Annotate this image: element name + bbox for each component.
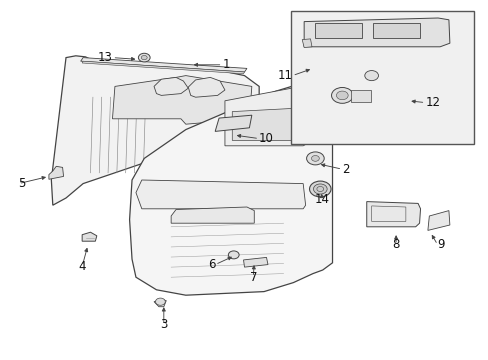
Bar bbox=[290, 11, 473, 144]
Polygon shape bbox=[366, 202, 420, 227]
Text: 1: 1 bbox=[222, 58, 229, 71]
Circle shape bbox=[311, 156, 319, 161]
Polygon shape bbox=[129, 80, 332, 295]
Polygon shape bbox=[188, 77, 224, 97]
Polygon shape bbox=[427, 211, 449, 230]
Text: 9: 9 bbox=[437, 238, 444, 251]
Polygon shape bbox=[154, 300, 166, 307]
Text: 14: 14 bbox=[314, 193, 328, 206]
Polygon shape bbox=[304, 18, 449, 47]
Text: 12: 12 bbox=[425, 96, 440, 109]
Text: 5: 5 bbox=[19, 177, 26, 190]
Text: 11: 11 bbox=[277, 69, 292, 82]
Circle shape bbox=[331, 87, 352, 103]
Polygon shape bbox=[232, 108, 300, 140]
Text: 6: 6 bbox=[207, 258, 215, 271]
Bar bbox=[372, 23, 419, 38]
Text: 3: 3 bbox=[160, 318, 167, 331]
Polygon shape bbox=[82, 61, 244, 74]
Polygon shape bbox=[302, 39, 311, 48]
Circle shape bbox=[228, 251, 239, 259]
Polygon shape bbox=[243, 257, 267, 267]
Polygon shape bbox=[136, 180, 305, 209]
Circle shape bbox=[306, 152, 324, 165]
Polygon shape bbox=[112, 76, 251, 124]
Circle shape bbox=[138, 53, 150, 62]
Circle shape bbox=[364, 71, 378, 81]
Polygon shape bbox=[81, 58, 246, 72]
Polygon shape bbox=[82, 232, 97, 241]
Polygon shape bbox=[51, 56, 259, 205]
Circle shape bbox=[309, 181, 330, 197]
Bar bbox=[315, 23, 361, 38]
Polygon shape bbox=[350, 90, 370, 102]
Polygon shape bbox=[171, 207, 254, 223]
Polygon shape bbox=[49, 166, 63, 179]
Polygon shape bbox=[224, 85, 317, 146]
Circle shape bbox=[336, 91, 347, 100]
Text: 4: 4 bbox=[78, 260, 86, 273]
Text: 2: 2 bbox=[342, 163, 349, 176]
Text: 10: 10 bbox=[259, 132, 273, 145]
Text: 13: 13 bbox=[98, 51, 112, 64]
Circle shape bbox=[141, 55, 147, 60]
Circle shape bbox=[155, 298, 165, 305]
Text: 7: 7 bbox=[249, 271, 257, 284]
Polygon shape bbox=[215, 115, 251, 131]
Circle shape bbox=[313, 184, 326, 194]
Text: 8: 8 bbox=[391, 238, 399, 251]
Polygon shape bbox=[154, 77, 188, 95]
